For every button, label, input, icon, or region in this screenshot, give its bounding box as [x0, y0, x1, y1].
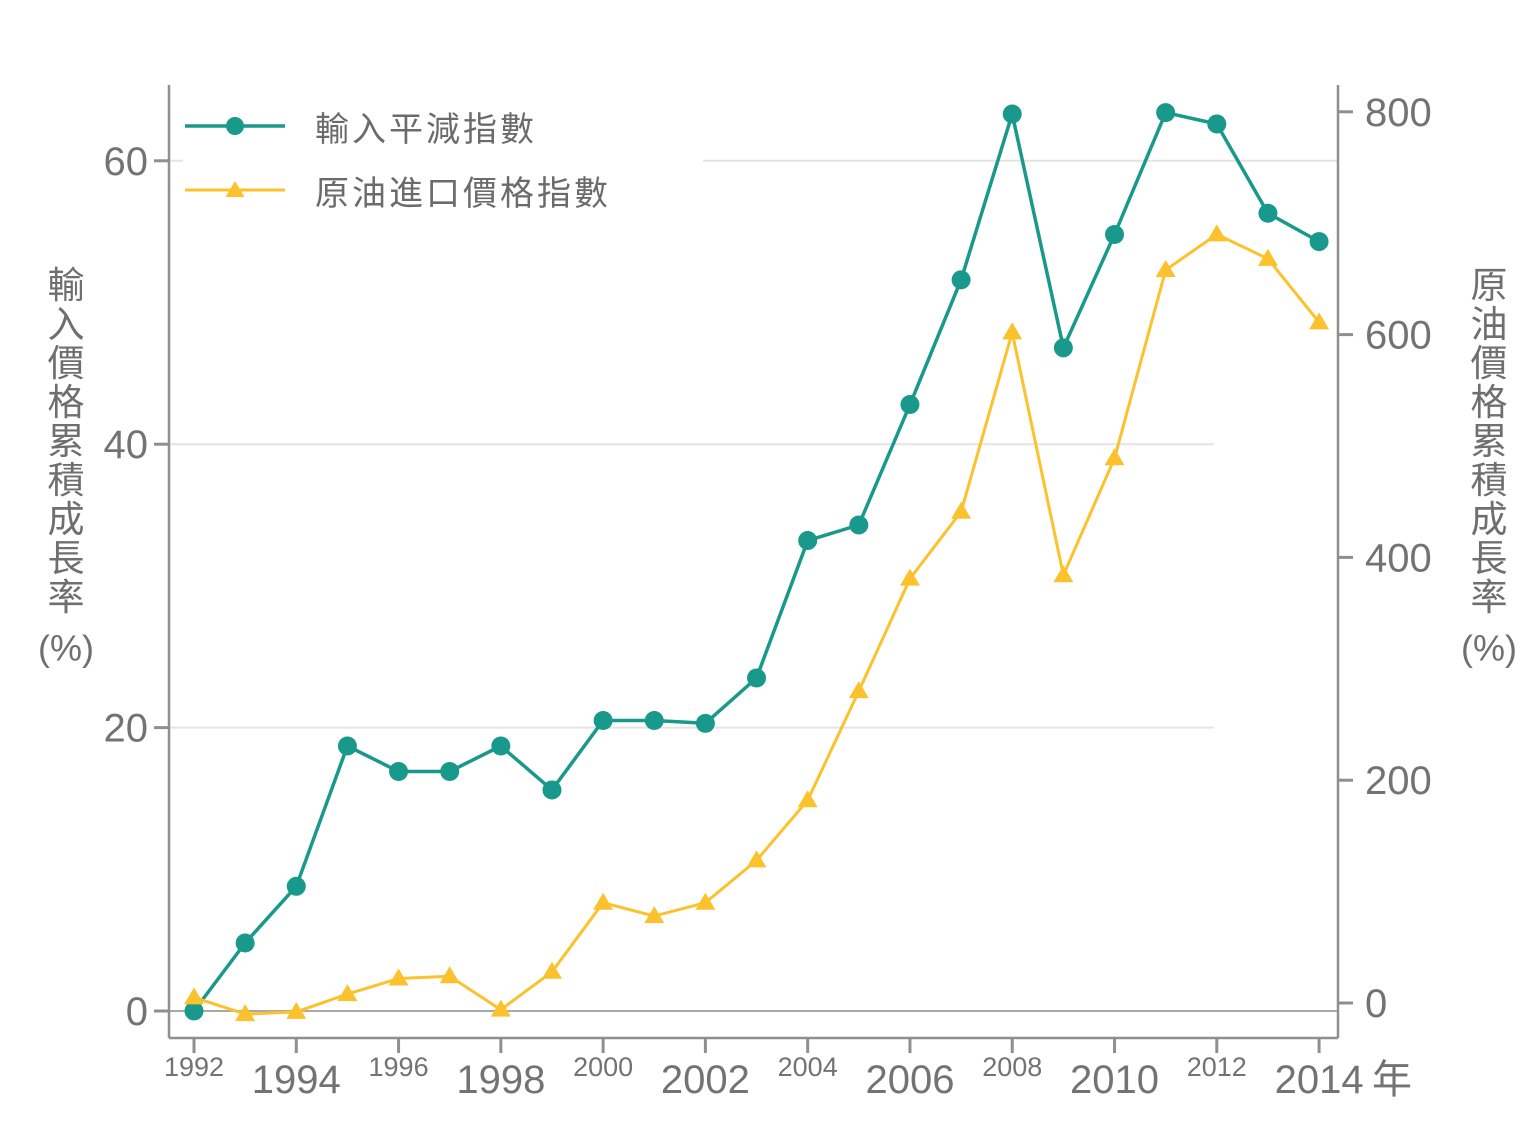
series-1-point-marker — [695, 892, 716, 910]
legend-label: 輸入平減指數 — [315, 110, 537, 149]
series-1-point-marker — [797, 790, 818, 808]
series-1-point-marker — [235, 1004, 256, 1022]
x-axis-tick-label: 1994 — [252, 1058, 341, 1102]
left-axis-title: 長 — [48, 538, 85, 579]
x-axis-tick-label: 2014 — [1275, 1058, 1364, 1102]
x-axis-unit-label: 年 — [1372, 1058, 1412, 1102]
right-axis-tick-label: 200 — [1365, 759, 1432, 803]
series-1-point-marker — [184, 987, 204, 1005]
right-axis-title: 原 — [1471, 265, 1508, 306]
legend-item-import-deflator-index: 輸入平減指數 — [183, 104, 703, 149]
series-1-point-marker — [593, 892, 614, 910]
series-1-point-marker — [439, 966, 460, 984]
series-0-point-marker — [849, 515, 869, 535]
right-axis-title: 格 — [1471, 382, 1508, 423]
series-0-point-marker — [695, 713, 715, 733]
right-axis-title: 價 — [1471, 343, 1508, 384]
series-1-point-marker — [490, 999, 511, 1017]
series-0-point-marker — [389, 762, 409, 782]
x-axis-tick-label: 2008 — [982, 1052, 1042, 1082]
series-1-point-marker — [644, 906, 665, 924]
series-0-point-marker — [1053, 338, 1073, 358]
series-1-point-marker — [1206, 224, 1227, 242]
right-axis-title: 油 — [1471, 304, 1508, 345]
series-0-point-marker — [1156, 103, 1176, 123]
series-1-point-marker — [1309, 312, 1330, 330]
left-axis-title-unit: (%) — [38, 628, 94, 669]
left-axis-title: 累 — [48, 421, 85, 462]
left-axis-title: 率 — [48, 577, 85, 618]
series-1-point-marker — [286, 1001, 307, 1019]
series-0-point-marker — [1002, 104, 1022, 124]
left-axis-title: 輸 — [48, 265, 85, 306]
series-1-point-marker — [541, 961, 562, 979]
series-1-point-marker — [1002, 322, 1023, 340]
series-0-point-marker — [798, 531, 818, 551]
series-1-point-marker — [848, 681, 869, 699]
series-0-point-marker — [542, 780, 562, 800]
right-axis-tick-label: 400 — [1365, 536, 1432, 580]
x-axis-tick-label: 2012 — [1187, 1052, 1247, 1082]
series-0-point-marker — [1105, 224, 1125, 244]
series-1-point-marker — [337, 984, 358, 1002]
left-axis-title: 成 — [48, 499, 85, 540]
x-axis-tick-label: 1998 — [456, 1058, 545, 1102]
yellow-line-triangle-marker-icon — [185, 181, 285, 197]
series-0-point-marker — [286, 876, 306, 896]
series-0-point-marker — [235, 933, 255, 953]
left-axis-title: 價 — [48, 343, 85, 384]
series-line-1 — [193, 232, 1321, 1016]
right-axis-title: 積 — [1471, 460, 1508, 501]
right-axis-tick-label: 600 — [1365, 314, 1432, 358]
series-0-point-marker — [337, 736, 357, 756]
series-1-point-marker — [1053, 565, 1074, 583]
teal-line-circle-marker-icon — [185, 117, 285, 135]
series-0-point-marker — [184, 1001, 204, 1021]
chart-legend: 輸入平減指數 原油進口價格指數 — [183, 92, 703, 226]
x-axis-tick-label: 2004 — [778, 1052, 838, 1082]
x-axis-tick-label: 1996 — [369, 1052, 429, 1082]
legend-item-crude-oil-import-price-index: 原油進口價格指數 — [183, 168, 703, 213]
series-0-point-marker — [491, 736, 511, 756]
x-axis-tick-label: 2006 — [865, 1058, 954, 1102]
legend-label: 原油進口價格指數 — [315, 174, 611, 213]
left-axis-tick-label: 20 — [104, 707, 149, 751]
right-axis-title: 率 — [1471, 577, 1508, 618]
series-0-point-marker — [747, 668, 767, 688]
left-axis-title: 積 — [48, 460, 85, 501]
series-0-point-marker — [1258, 203, 1278, 223]
right-axis-tick-label: 0 — [1365, 982, 1387, 1026]
series-line-0 — [192, 110, 1320, 1013]
right-axis-title: 累 — [1471, 421, 1508, 462]
right-axis-title: 長 — [1471, 538, 1508, 579]
series-0-point-marker — [951, 270, 971, 290]
left-axis-tick-label: 0 — [126, 990, 148, 1034]
series-1-point-marker — [1104, 448, 1125, 466]
series-0-point-marker — [1309, 232, 1329, 252]
left-axis-tick-label: 60 — [104, 140, 149, 184]
series-0-point-marker — [644, 711, 664, 731]
x-axis-tick-label: 2000 — [573, 1052, 633, 1082]
series-0-point-marker — [440, 762, 460, 782]
series-1-point-marker — [899, 568, 920, 586]
right-axis-title-unit: (%) — [1461, 628, 1517, 669]
series-1-point-marker — [1155, 259, 1176, 277]
left-axis-tick-label: 40 — [104, 423, 149, 467]
left-axis-title: 格 — [48, 382, 85, 423]
x-axis-tick-label: 1992 — [164, 1052, 224, 1082]
series-1-point-marker — [1257, 248, 1278, 266]
series-0-point-marker — [593, 711, 613, 731]
series-0-point-marker — [900, 395, 920, 415]
right-axis-title: 成 — [1471, 499, 1508, 540]
series-1-point-marker — [951, 501, 972, 519]
left-axis-title: 入 — [48, 304, 85, 345]
x-axis-tick-label: 2010 — [1070, 1058, 1159, 1102]
series-1-point-marker — [388, 968, 409, 986]
series-0-point-marker — [1207, 114, 1227, 134]
series-1-point-marker — [746, 850, 767, 868]
x-axis-tick-label: 2002 — [661, 1058, 750, 1102]
right-axis-tick-label: 800 — [1365, 91, 1432, 135]
